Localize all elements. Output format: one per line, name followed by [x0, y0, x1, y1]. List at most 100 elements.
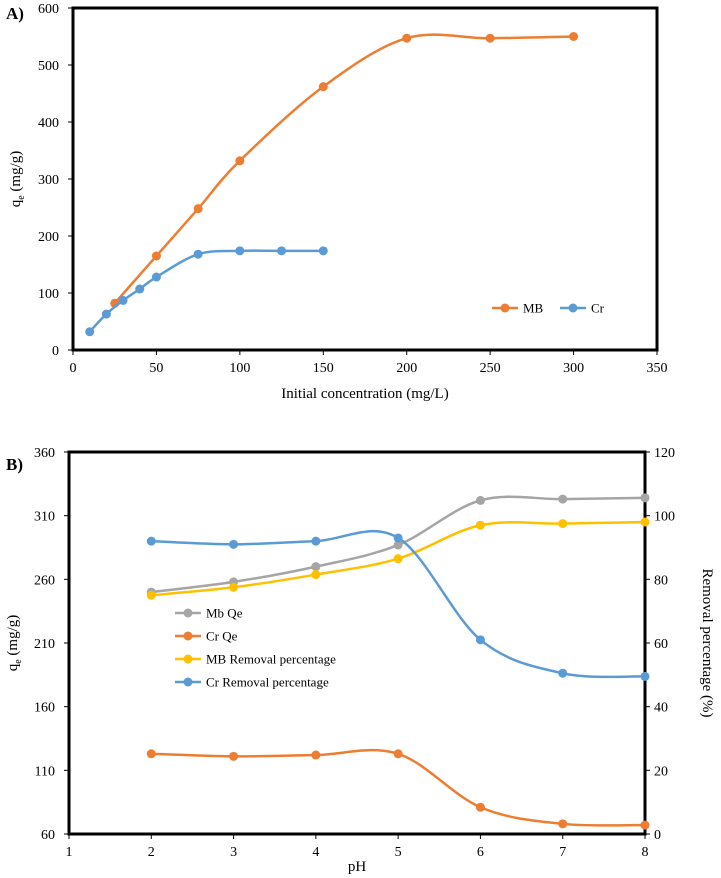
plot-area: [71, 6, 659, 352]
x-tick-label: 100: [229, 361, 250, 376]
y-tick-label: 400: [38, 116, 59, 131]
data-point-cr-removal-percentage: [146, 536, 156, 546]
x-tick-label: 50: [149, 361, 163, 376]
data-point-cr-qe: [229, 751, 239, 761]
legend-item-mb-removal-percentage: MB Removal percentage: [175, 652, 336, 667]
x-tick-label: 4: [312, 845, 319, 860]
y2-tick-label: 20: [654, 764, 668, 779]
y2-tick-label: 60: [654, 637, 668, 652]
panel-label: A): [6, 4, 24, 23]
legend-item-mb: MB: [492, 301, 544, 316]
x-tick-label: 200: [396, 361, 417, 376]
series-line-cr-qe: [151, 748, 646, 827]
data-point-cr: [193, 249, 203, 259]
y-tick-label: 500: [38, 59, 59, 74]
data-point-mb-removal-percentage: [475, 520, 485, 530]
data-point-mb: [402, 33, 412, 43]
y-tick-label: 100: [38, 287, 59, 302]
y-axis-label: qe (mg/g): [8, 151, 27, 208]
data-point-cr-removal-percentage: [393, 533, 403, 543]
y-tick-label: 360: [34, 446, 55, 461]
data-point-cr: [277, 246, 287, 256]
data-point-mb: [151, 251, 161, 261]
legend-item-cr: Cr: [560, 301, 605, 316]
legend: Mb Qe Cr Qe MB Removal percentage Cr Remova…: [175, 606, 336, 690]
data-point-cr: [151, 272, 161, 282]
y-tick-label: 0: [52, 344, 59, 359]
data-point-mb-removal-percentage: [229, 582, 239, 592]
series-cr: [85, 246, 328, 337]
x-tick-label: 350: [647, 361, 668, 376]
data-point-mb-removal-percentage: [558, 519, 568, 529]
data-point-cr-qe: [146, 749, 156, 759]
y-tick-label: 60: [41, 828, 55, 843]
legend-label: MB Removal percentage: [206, 652, 336, 667]
data-point-mb-qe: [393, 540, 403, 550]
data-point-cr-removal-percentage: [640, 671, 650, 681]
y-axis-label: qe (mg/g): [5, 615, 24, 672]
y-tick-label: 210: [34, 637, 55, 652]
y-tick-label: 310: [34, 510, 55, 525]
x-tick-label: 8: [642, 845, 649, 860]
legend-label: Cr Qe: [206, 629, 238, 644]
x-tick-label: 7: [559, 845, 566, 860]
series-mb: [110, 32, 579, 308]
x-axis-label: Initial concentration (mg/L): [281, 386, 448, 402]
data-point-mb: [235, 156, 245, 166]
chart-a: A) 0 50 100 150 200 250 300 350 0 100 200 300 400 500 6…: [6, 2, 668, 402]
x-tick-label: 150: [313, 361, 334, 376]
series-line-mb: [113, 33, 574, 305]
x-tick-label: 250: [480, 361, 501, 376]
data-point-mb-qe: [475, 495, 485, 505]
series-mb-removal-percentage: [146, 517, 650, 600]
legend-marker: [500, 303, 510, 313]
legend-item-mb-qe: Mb Qe: [175, 606, 243, 621]
data-point-cr-qe: [640, 820, 650, 830]
legend-item-cr-removal-percentage: Cr Removal percentage: [175, 675, 329, 690]
data-point-mb-removal-percentage: [311, 570, 321, 580]
y-tick-label: 200: [38, 230, 59, 245]
legend-marker: [183, 677, 193, 687]
data-point-cr: [85, 327, 95, 337]
series-cr-removal-percentage: [146, 529, 650, 681]
data-point-mb: [485, 33, 495, 43]
legend-label: MB: [523, 301, 544, 316]
data-point-cr: [101, 309, 111, 319]
y2-tick-label: 100: [654, 510, 675, 525]
data-point-cr: [235, 246, 245, 256]
x-tick-label: 5: [395, 845, 402, 860]
data-point-cr-qe: [558, 819, 568, 829]
data-point-cr-removal-percentage: [311, 536, 321, 546]
y2-tick-label: 120: [654, 446, 675, 461]
data-point-mb-qe: [558, 494, 568, 504]
data-point-cr-qe: [475, 802, 485, 812]
legend-label: Cr: [591, 301, 605, 316]
y-tick-label: 160: [34, 701, 55, 716]
data-point-cr-removal-percentage: [229, 539, 239, 549]
y-tick-label: 300: [38, 173, 59, 188]
data-point-cr-removal-percentage: [558, 668, 568, 678]
y2-tick-label: 0: [654, 828, 661, 843]
x-tick-label: 300: [563, 361, 584, 376]
data-point-mb: [569, 32, 579, 41]
legend-label: Mb Qe: [206, 606, 243, 621]
y2-axis-label: Removal percentage (%): [699, 568, 715, 717]
legend-item-cr-qe: Cr Qe: [175, 629, 238, 644]
x-tick-label: 6: [477, 845, 484, 860]
x-tick-label: 1: [66, 845, 73, 860]
y-tick-label: 600: [38, 2, 59, 17]
data-point-mb: [193, 204, 203, 214]
data-point-mb: [318, 82, 328, 92]
data-point-cr-qe: [311, 750, 321, 760]
x-tick-label: 3: [230, 845, 237, 860]
y-tick-label: 110: [35, 764, 55, 779]
data-point-cr: [118, 295, 128, 305]
plot-area: [67, 450, 647, 836]
y2-tick-label: 40: [654, 701, 668, 716]
panel-label: B): [6, 455, 23, 474]
data-point-mb-qe: [311, 562, 321, 572]
data-point-mb-removal-percentage: [393, 554, 403, 564]
data-point-cr: [135, 284, 145, 294]
legend-marker: [568, 303, 578, 313]
